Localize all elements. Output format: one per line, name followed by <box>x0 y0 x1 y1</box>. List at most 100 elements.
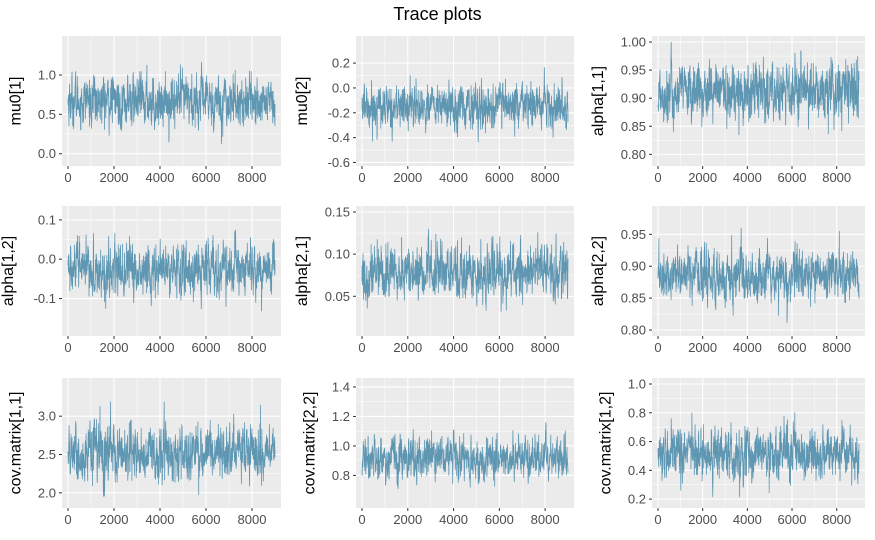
y-tick-label: 0.95 <box>621 227 646 242</box>
x-tick-label: 8000 <box>238 512 267 527</box>
x-tick-label: 2000 <box>393 512 422 527</box>
trace-line <box>67 229 276 312</box>
figure-title: Trace plots <box>393 4 482 24</box>
y-axis-title: cov.matrix[1,2] <box>597 392 614 495</box>
trace-panel-9: 0 2000 4000 6000 8000 0.2 0.4 0.6 0.8 1.0 cov.matr… <box>597 377 865 527</box>
y-tick-label: 1.4 <box>332 379 350 394</box>
x-tick-label: 6000 <box>778 340 807 355</box>
y-axis-title: mu0[2] <box>294 77 311 126</box>
y-tick-label: 0.8 <box>332 468 350 483</box>
x-tick-label: 0 <box>358 512 365 527</box>
x-tick-label: 0 <box>64 170 71 185</box>
y-tick-label: 1.0 <box>38 68 56 83</box>
y-axis-title: alpha[2,2] <box>590 236 607 306</box>
x-tick-label: 0 <box>358 340 365 355</box>
x-tick-label: 8000 <box>531 170 560 185</box>
x-tick-label: 6000 <box>778 170 807 185</box>
trace-line <box>657 227 860 324</box>
x-tick-label: 4000 <box>146 170 175 185</box>
y-tick-label: 1.0 <box>332 438 350 453</box>
y-tick-label: 0.10 <box>325 247 350 262</box>
y-tick-label: 1.0 <box>628 377 646 392</box>
x-tick-label: 0 <box>64 512 71 527</box>
trace-panel-6: 0 2000 4000 6000 8000 0.80 0.85 0.90 0.95 alpha[2… <box>590 206 865 355</box>
y-tick-label: 0.0 <box>332 80 350 95</box>
x-tick-label: 8000 <box>531 512 560 527</box>
y-tick-label: 0.15 <box>325 205 350 220</box>
y-axis-title: cov.matrix[2,2] <box>301 392 318 495</box>
x-tick-label: 4000 <box>733 170 762 185</box>
x-tick-label: 8000 <box>238 340 267 355</box>
y-tick-label: 2.5 <box>38 447 56 462</box>
y-tick-label: 0.90 <box>621 259 646 274</box>
trace-line <box>67 401 276 497</box>
x-tick-label: 4000 <box>146 512 175 527</box>
y-tick-label: 0.5 <box>38 107 56 122</box>
x-tick-label: 8000 <box>238 170 267 185</box>
x-tick-label: 0 <box>654 512 661 527</box>
y-tick-label: 0.85 <box>621 291 646 306</box>
y-tick-label: 2.0 <box>38 485 56 500</box>
trace-panel-1: 0 2000 4000 6000 8000 0.0 0.5 1.0 mu0[1] <box>7 36 281 185</box>
panel-background <box>356 378 574 508</box>
y-tick-label: 0.05 <box>325 289 350 304</box>
y-tick-label: 0.6 <box>628 434 646 449</box>
x-tick-label: 2000 <box>688 340 717 355</box>
x-tick-label: 4000 <box>146 340 175 355</box>
x-tick-label: 8000 <box>822 340 851 355</box>
x-tick-label: 6000 <box>485 340 514 355</box>
y-axis-title: alpha[2,1] <box>294 236 311 306</box>
y-tick-label: 0.80 <box>621 323 646 338</box>
trace-line <box>361 228 569 312</box>
x-tick-label: 0 <box>358 170 365 185</box>
x-tick-label: 2000 <box>393 170 422 185</box>
trace-panel-2: 0 2000 4000 6000 8000 -0.6 -0.4 -0.2 0.0 0.2 mu0[2… <box>294 36 574 185</box>
y-axis-title: alpha[1,1] <box>590 66 607 136</box>
x-tick-label: 6000 <box>485 512 514 527</box>
x-tick-label: 8000 <box>822 512 851 527</box>
y-tick-label: -0.4 <box>328 130 350 145</box>
y-tick-label: -0.6 <box>328 155 350 170</box>
x-tick-label: 4000 <box>439 170 468 185</box>
x-tick-label: 4000 <box>439 512 468 527</box>
trace-line <box>361 67 569 143</box>
y-tick-label: 1.2 <box>332 409 350 424</box>
x-tick-label: 0 <box>654 340 661 355</box>
y-tick-label: 0.2 <box>332 56 350 71</box>
trace-line <box>67 61 276 145</box>
x-tick-label: 2000 <box>100 340 129 355</box>
trace-panel-3: 0 2000 4000 6000 8000 0.80 0.85 0.90 0.95 1.00 alp… <box>590 35 865 185</box>
trace-panel-8: 0 2000 4000 6000 8000 0.8 1.0 1.2 1.4 cov.matrix[… <box>301 378 574 527</box>
x-tick-label: 8000 <box>822 170 851 185</box>
x-tick-label: 4000 <box>439 340 468 355</box>
trace-panel-5: 0 2000 4000 6000 8000 0.05 0.10 0.15 alpha[2,1] <box>294 205 574 355</box>
trace-line <box>657 412 860 498</box>
y-tick-label: 1.00 <box>621 35 646 50</box>
y-tick-label: 0.4 <box>628 463 646 478</box>
x-tick-label: 6000 <box>192 340 221 355</box>
y-tick-label: 0.1 <box>38 212 56 227</box>
y-tick-label: 0.85 <box>621 119 646 134</box>
y-tick-label: 0.0 <box>38 252 56 267</box>
y-tick-label: -0.2 <box>328 105 350 120</box>
y-axis-title: mu0[1] <box>7 77 24 126</box>
y-axis-title: alpha[1,2] <box>0 236 17 306</box>
x-tick-label: 8000 <box>531 340 560 355</box>
x-tick-label: 0 <box>64 340 71 355</box>
y-tick-label: 0.80 <box>621 147 646 162</box>
x-tick-label: 6000 <box>192 512 221 527</box>
y-tick-label: 0.8 <box>628 405 646 420</box>
y-tick-label: 3.0 <box>38 409 56 424</box>
x-tick-label: 0 <box>654 170 661 185</box>
trace-line <box>657 41 860 136</box>
x-tick-label: 6000 <box>485 170 514 185</box>
trace-panel-4: 0 2000 4000 6000 8000 -0.1 0.0 0.1 alpha[1,2] <box>0 206 281 355</box>
x-tick-label: 2000 <box>688 170 717 185</box>
x-tick-label: 2000 <box>688 512 717 527</box>
x-tick-label: 2000 <box>393 340 422 355</box>
y-tick-label: 0.0 <box>38 146 56 161</box>
x-tick-label: 6000 <box>192 170 221 185</box>
y-tick-label: 0.95 <box>621 63 646 78</box>
y-axis-title: cov.matrix[1,1] <box>7 392 24 495</box>
